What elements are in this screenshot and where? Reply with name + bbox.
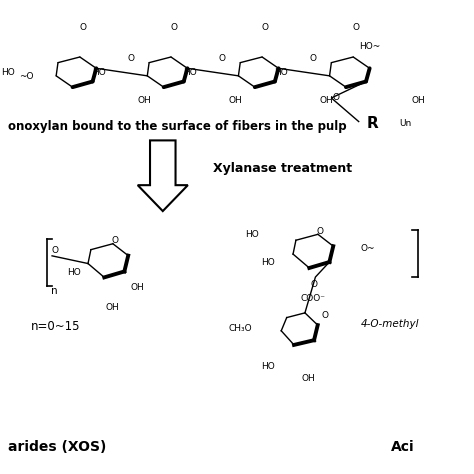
Text: OH: OH <box>138 96 152 105</box>
Text: onoxylan bound to the surface of fibers in the pulp: onoxylan bound to the surface of fibers … <box>8 120 346 133</box>
Text: OH: OH <box>411 96 425 105</box>
Text: O: O <box>332 93 339 102</box>
Text: O: O <box>317 227 323 236</box>
Text: OH: OH <box>229 96 243 105</box>
Text: OH: OH <box>320 96 334 105</box>
Text: O: O <box>111 236 118 245</box>
Text: ~O: ~O <box>19 72 34 81</box>
Text: HO: HO <box>92 68 106 77</box>
Text: O: O <box>262 23 269 32</box>
Text: O: O <box>310 280 318 289</box>
Text: O: O <box>128 55 135 64</box>
Text: OH: OH <box>302 374 316 383</box>
Text: O~: O~ <box>361 244 375 253</box>
Text: HO: HO <box>246 230 259 239</box>
Text: O: O <box>310 55 317 64</box>
Text: COO⁻: COO⁻ <box>301 294 326 303</box>
Text: O: O <box>52 246 59 255</box>
Text: OH: OH <box>131 283 145 292</box>
Text: HO: HO <box>67 268 81 277</box>
Text: CH₃O: CH₃O <box>228 324 252 333</box>
Text: O: O <box>219 55 226 64</box>
Text: 4-O-methyl: 4-O-methyl <box>361 319 419 329</box>
Text: Xylanase treatment: Xylanase treatment <box>213 162 352 175</box>
Text: arides (XOS): arides (XOS) <box>8 440 106 454</box>
Text: O: O <box>80 23 87 32</box>
Text: OH: OH <box>106 303 119 312</box>
Text: HO: HO <box>274 68 288 77</box>
Text: HO: HO <box>183 68 197 77</box>
Text: Un: Un <box>400 119 412 128</box>
Text: n: n <box>51 286 58 296</box>
Text: HO: HO <box>261 258 274 267</box>
Text: Aci: Aci <box>391 440 414 454</box>
Text: O: O <box>321 311 328 320</box>
Text: n=0~15: n=0~15 <box>31 320 80 333</box>
Text: R: R <box>366 117 378 131</box>
Polygon shape <box>138 140 188 211</box>
Text: O: O <box>353 23 360 32</box>
Text: HO: HO <box>261 362 274 371</box>
Text: HO: HO <box>1 68 15 77</box>
Text: O: O <box>171 23 178 32</box>
Text: HO~: HO~ <box>359 42 380 51</box>
